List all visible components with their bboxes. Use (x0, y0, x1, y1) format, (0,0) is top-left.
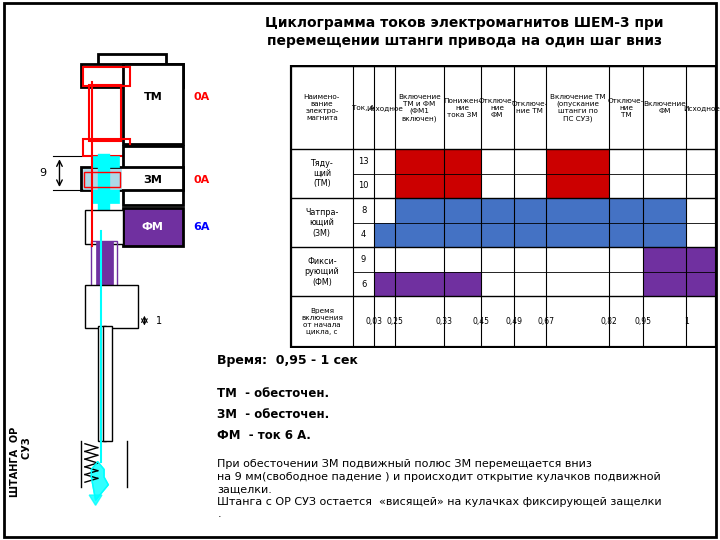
Text: Наимено-
вание
электро-
магнита: Наимено- вание электро- магнита (304, 94, 340, 121)
Bar (123, 208, 183, 246)
Text: 1: 1 (156, 315, 163, 326)
Bar (98, 326, 107, 441)
Bar (81, 167, 183, 190)
Bar (103, 326, 112, 441)
Text: Время
включения
от начала
цикла, с: Время включения от начала цикла, с (301, 308, 343, 335)
Text: 6: 6 (361, 280, 366, 288)
Text: 0,45: 0,45 (472, 317, 490, 326)
Text: Включение ТМ
(опускание
штанги по
ПС СУЗ): Включение ТМ (опускание штанги по ПС СУЗ… (550, 93, 606, 122)
Bar (395, 198, 686, 222)
Text: ЗМ  - обесточен.: ЗМ - обесточен. (217, 408, 330, 421)
Bar (81, 64, 183, 87)
Text: Отключе-
ние
ТМ: Отключе- ние ТМ (608, 98, 644, 118)
Text: Понижен-
ние
тока ЗМ: Понижен- ние тока ЗМ (444, 98, 481, 118)
Text: Циклограмма токов электромагнитов ШЕМ-3 при
перемещении штанги привода на один ш: Циклограмма токов электромагнитов ШЕМ-3 … (265, 16, 664, 48)
Bar (643, 247, 716, 296)
Text: 9: 9 (361, 255, 366, 264)
Text: 6А: 6А (194, 222, 210, 232)
Text: 10: 10 (359, 181, 369, 191)
Polygon shape (89, 495, 102, 505)
Bar (395, 149, 481, 198)
Text: 13: 13 (359, 157, 369, 166)
Text: 0,49: 0,49 (505, 317, 522, 326)
Text: 8: 8 (361, 206, 366, 215)
Text: Исходное: Исходное (366, 105, 402, 111)
Bar (91, 241, 117, 287)
Text: ШТАНГА  ОР
        СУЗ: ШТАНГА ОР СУЗ (10, 427, 32, 497)
Bar (83, 66, 130, 86)
Bar (91, 169, 119, 202)
Text: 1: 1 (684, 317, 689, 326)
Text: ЗМ: ЗМ (143, 174, 163, 185)
Bar (546, 149, 609, 198)
Text: 4: 4 (361, 231, 366, 239)
Bar (91, 157, 119, 167)
Bar (123, 64, 183, 144)
Bar (85, 285, 138, 328)
Text: 9: 9 (39, 168, 46, 178)
Bar (290, 66, 716, 347)
Text: 0А: 0А (194, 92, 210, 103)
Text: 0,82: 0,82 (600, 317, 617, 326)
Text: Отключе-
ние
ФМ: Отключе- ние ФМ (479, 98, 516, 118)
Text: 0,67: 0,67 (538, 317, 555, 326)
Text: Включение
ТМ и ФМ
(ФМ1
включен): Включение ТМ и ФМ (ФМ1 включен) (398, 93, 441, 122)
Text: Время:  0,95 - 1 сек: Время: 0,95 - 1 сек (217, 354, 359, 367)
Text: Включение
ФМ: Включение ФМ (643, 101, 686, 114)
Text: Исходное: Исходное (683, 105, 720, 111)
Text: 0,95: 0,95 (634, 317, 652, 326)
Bar (98, 54, 166, 66)
Bar (123, 146, 183, 205)
Polygon shape (91, 462, 108, 500)
Bar (96, 241, 112, 287)
Bar (98, 154, 110, 231)
Bar (374, 222, 686, 247)
Bar (84, 172, 120, 187)
Bar (290, 66, 716, 347)
Text: Чатпра-
ющий
(ЗМ): Чатпра- ющий (ЗМ) (305, 208, 338, 238)
Text: Фикси-
рующий
(ФМ): Фикси- рующий (ФМ) (305, 257, 339, 287)
Text: 0,33: 0,33 (436, 317, 452, 326)
Bar (85, 211, 123, 244)
Text: Ток, А: Ток, А (352, 105, 375, 111)
Text: При обесточении ЗМ подвижный полюс ЗМ перемещается вниз
на 9 мм(свободное падени: При обесточении ЗМ подвижный полюс ЗМ пе… (217, 460, 662, 519)
Bar (89, 85, 121, 141)
Text: 0,25: 0,25 (386, 317, 403, 326)
Text: Тяду-
щий
(ТМ): Тяду- щий (ТМ) (310, 159, 333, 188)
Text: Отключе-
ние ТМ: Отключе- ние ТМ (512, 101, 548, 114)
Text: 0А: 0А (194, 174, 210, 185)
Text: 0,03: 0,03 (366, 317, 382, 326)
Bar (374, 272, 481, 296)
Text: ТМ  - обесточен.: ТМ - обесточен. (217, 387, 330, 400)
Text: ФМ: ФМ (142, 222, 164, 232)
Bar (83, 170, 121, 189)
Text: ТМ: ТМ (143, 92, 162, 103)
Bar (83, 139, 130, 157)
Text: ФМ  - ток 6 А.: ФМ - ток 6 А. (217, 429, 311, 442)
